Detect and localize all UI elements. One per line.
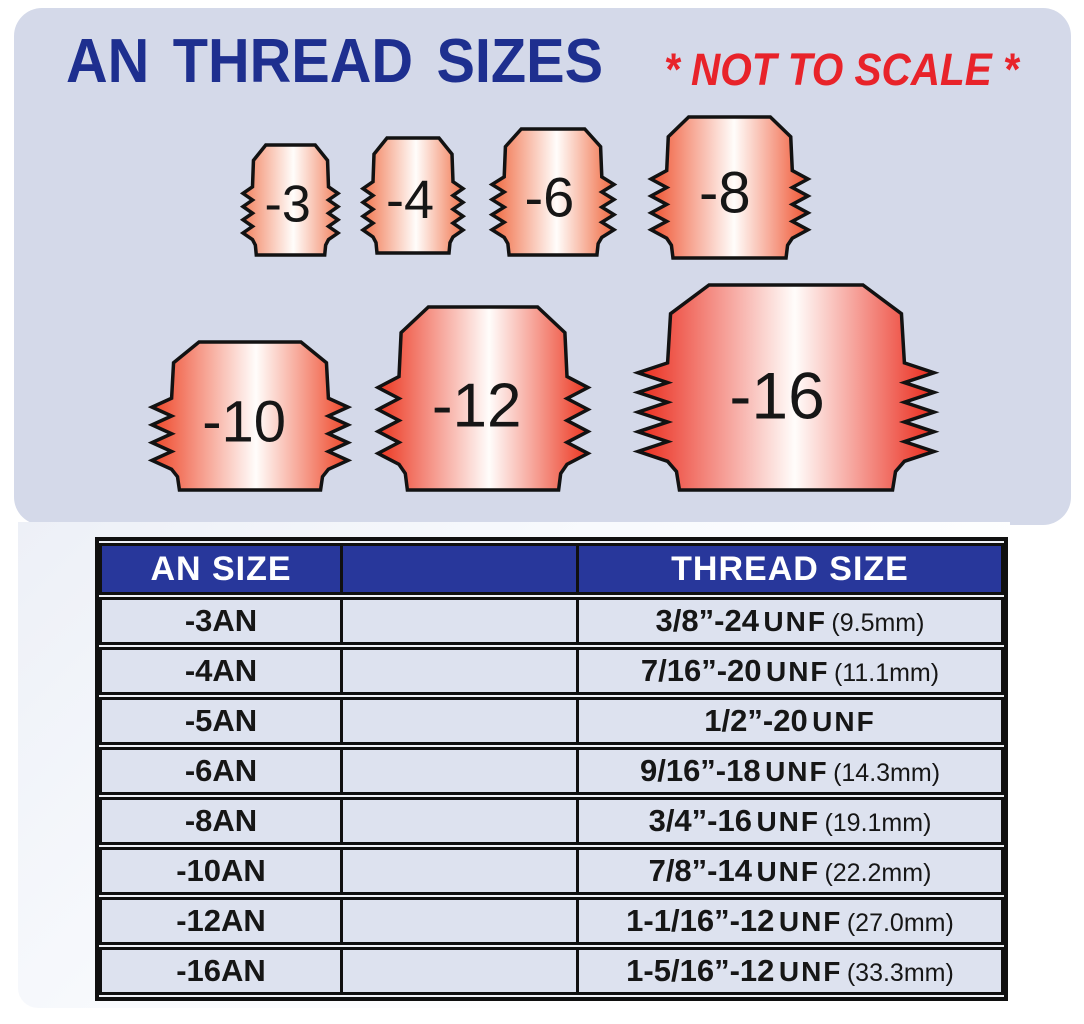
fitting-label: -4 xyxy=(386,170,434,230)
fitting-icon: -6 xyxy=(488,127,618,257)
an-size-cell: -12AN xyxy=(99,897,343,945)
an-size-cell: -16AN xyxy=(99,947,343,995)
fitting-icon: -10 xyxy=(147,340,353,492)
fitting-3-illustration: -3 xyxy=(239,143,342,257)
fitting-10-illustration: -10 xyxy=(147,340,353,492)
table-row: -6AN 9/16”-18 UNF (14.3mm) xyxy=(99,747,1004,795)
an-size-table: AN SIZE THREAD SIZE -3AN 3/8”-24 UNF (9.5… xyxy=(95,537,1008,1001)
col-header-thread-size: THREAD SIZE xyxy=(579,543,1004,595)
an-size-cell: -3AN xyxy=(99,597,343,645)
fitting-label: -12 xyxy=(432,371,522,440)
col-header-an-size: AN SIZE xyxy=(99,543,343,595)
table-row: -16AN 1-5/16”-12 UNF (33.3mm) xyxy=(99,947,1004,995)
spacer-cell xyxy=(343,597,579,645)
thread-standard: UNF xyxy=(756,806,820,837)
an-size-cell: -5AN xyxy=(99,697,343,745)
spacer-cell xyxy=(343,647,579,695)
spacer-cell xyxy=(343,697,579,745)
fitting-label: -3 xyxy=(265,175,311,233)
fitting-label: -10 xyxy=(202,389,286,454)
table-row: -8AN 3/4”-16 UNF (19.1mm) xyxy=(99,797,1004,845)
thread-size-value: 7/16”-20 xyxy=(640,653,762,688)
thread-standard: UNF xyxy=(778,956,843,987)
thread-size-cell: 3/8”-24 UNF (9.5mm) xyxy=(579,597,1004,645)
fitting-label: -6 xyxy=(524,166,574,229)
fitting-12-illustration: -12 xyxy=(374,305,592,492)
thread-standard: UNF xyxy=(765,656,830,687)
thread-standard: UNF xyxy=(756,856,820,887)
table-row: -10AN 7/8”-14 UNF (22.2mm) xyxy=(99,847,1004,895)
fitting-label: -8 xyxy=(699,161,751,226)
thread-standard: UNF xyxy=(778,906,843,937)
spacer-cell xyxy=(343,897,579,945)
fitting-16-illustration: -16 xyxy=(632,283,940,492)
thread-size-cell: 1-1/16”-12 UNF (27.0mm) xyxy=(579,897,1004,945)
spacer-cell xyxy=(343,947,579,995)
not-to-scale-note: * NOT TO SCALE * xyxy=(664,44,1019,95)
thread-standard: UNF xyxy=(765,756,829,787)
thread-standard: UNF xyxy=(763,606,827,637)
fitting-4-illustration: -4 xyxy=(359,136,467,255)
thread-size-value: 1-1/16”-12 xyxy=(626,903,775,938)
thread-standard: UNF xyxy=(812,706,876,737)
an-size-cell: -10AN xyxy=(99,847,343,895)
thread-metric-equivalent: (27.0mm) xyxy=(846,909,954,937)
table-row: -4AN 7/16”-20 UNF (11.1mm) xyxy=(99,647,1004,695)
thread-size-cell: 1/2”-20 UNF xyxy=(579,697,1004,745)
fitting-icon: -4 xyxy=(359,136,467,255)
thread-metric-equivalent: (19.1mm) xyxy=(824,809,932,837)
fitting-label: -16 xyxy=(729,359,824,433)
thread-size-cell: 9/16”-18 UNF (14.3mm) xyxy=(579,747,1004,795)
an-size-cell: -4AN xyxy=(99,647,343,695)
table-row: -5AN 1/2”-20 UNF xyxy=(99,697,1004,745)
page-title: AN THREAD SIZES xyxy=(66,27,604,96)
thread-metric-equivalent: (11.1mm) xyxy=(833,659,940,687)
thread-size-value: 7/8”-14 xyxy=(648,853,752,888)
spacer-cell xyxy=(343,797,579,845)
an-size-cell: -6AN xyxy=(99,747,343,795)
spacer-cell xyxy=(343,747,579,795)
fitting-icon: -8 xyxy=(647,115,812,260)
fitting-icon: -3 xyxy=(239,143,342,257)
thread-metric-equivalent: (14.3mm) xyxy=(833,759,941,787)
thread-size-cell: 3/4”-16 UNF (19.1mm) xyxy=(579,797,1004,845)
thread-size-cell: 7/8”-14 UNF (22.2mm) xyxy=(579,847,1004,895)
fitting-icon: -16 xyxy=(632,283,940,492)
thread-size-value: 3/8”-24 xyxy=(655,603,759,638)
spacer-cell xyxy=(343,847,579,895)
thread-size-value: 3/4”-16 xyxy=(648,803,752,838)
fitting-8-illustration: -8 xyxy=(647,115,812,260)
table-row: -3AN 3/8”-24 UNF (9.5mm) xyxy=(99,597,1004,645)
thread-metric-equivalent: (33.3mm) xyxy=(846,959,954,987)
table-header-row: AN SIZE THREAD SIZE xyxy=(99,543,1004,595)
thread-metric-equivalent: (22.2mm) xyxy=(824,859,932,887)
thread-metric-equivalent: (9.5mm) xyxy=(831,609,925,637)
an-size-cell: -8AN xyxy=(99,797,343,845)
fitting-6-illustration: -6 xyxy=(488,127,618,257)
table-row: -12AN 1-1/16”-12 UNF (27.0mm) xyxy=(99,897,1004,945)
thread-size-cell: 1-5/16”-12 UNF (33.3mm) xyxy=(579,947,1004,995)
thread-size-cell: 7/16”-20 UNF (11.1mm) xyxy=(579,647,1004,695)
fitting-icon: -12 xyxy=(374,305,592,492)
thread-size-value: 1-5/16”-12 xyxy=(626,953,775,988)
thread-size-value: 1/2”-20 xyxy=(704,703,808,738)
thread-size-value: 9/16”-18 xyxy=(639,753,761,788)
col-header-spacer xyxy=(343,543,579,595)
